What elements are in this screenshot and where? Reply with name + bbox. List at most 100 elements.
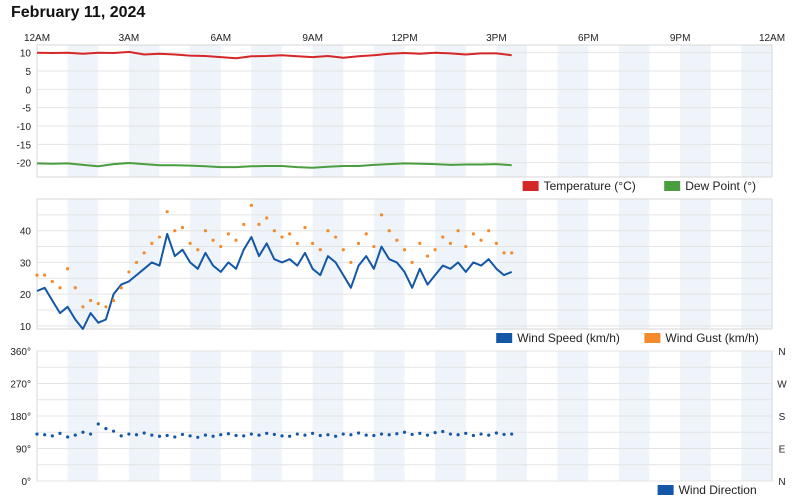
data-point <box>479 238 483 242</box>
series-line <box>36 162 512 169</box>
series-line <box>36 50 512 60</box>
y-tick-label: 180° <box>10 412 31 423</box>
time-axis-tick-label: 12AM <box>24 33 50 44</box>
data-point <box>402 430 407 434</box>
data-point <box>211 434 215 438</box>
data-point <box>35 432 39 436</box>
data-point <box>433 248 437 252</box>
data-point <box>379 432 384 436</box>
wind-speed-chart: 40 30 20 10 Wind Gust (km/h) Wind Speed (km/h… <box>20 198 773 345</box>
data-point <box>81 430 85 434</box>
hour-band <box>741 199 772 329</box>
data-point <box>180 432 185 437</box>
data-point <box>43 433 47 437</box>
data-point <box>441 429 445 434</box>
time-axis-tick-label: 9PM <box>670 33 691 44</box>
data-point <box>471 433 476 438</box>
data-point <box>43 273 47 277</box>
data-point <box>242 434 246 438</box>
data-point <box>303 433 307 437</box>
data-point <box>73 286 77 290</box>
data-point <box>50 279 54 284</box>
data-point <box>188 434 192 438</box>
data-point <box>387 433 391 437</box>
data-point <box>318 248 322 252</box>
data-point <box>448 432 453 436</box>
y-tick-label: 5 <box>25 67 31 78</box>
data-point <box>173 229 177 233</box>
y-tick-label: 10 <box>20 49 32 60</box>
legend-swatch <box>644 333 661 343</box>
data-point <box>265 431 269 435</box>
data-point <box>119 434 123 438</box>
data-point <box>150 241 154 245</box>
hour-band <box>312 199 344 329</box>
time-axis-tick-label: 6PM <box>578 33 599 44</box>
data-point <box>88 298 93 303</box>
data-point <box>96 422 100 426</box>
data-point <box>157 434 162 438</box>
data-point <box>88 432 93 436</box>
legend-label: Wind Speed (km/h) <box>517 331 620 345</box>
y-tick-label: -5 <box>22 104 31 115</box>
time-axis-tick-label: 6AM <box>210 33 231 44</box>
time-axis-tick-label: 3AM <box>119 33 140 44</box>
y-tick-label: 0° <box>21 477 31 488</box>
hour-band <box>312 45 344 177</box>
y-tick-label: 30 <box>20 258 32 269</box>
y-tick-label: 360° <box>10 347 31 358</box>
compass-tick-label: N <box>778 477 785 488</box>
data-point <box>456 433 460 437</box>
data-point <box>487 433 491 437</box>
hour-band <box>680 199 711 329</box>
hour-band <box>373 199 405 329</box>
data-point <box>341 248 345 252</box>
data-point <box>295 241 299 245</box>
legend-label: Wind Gust (km/h) <box>665 331 758 345</box>
hour-band <box>496 45 527 177</box>
plot-frame <box>36 198 773 330</box>
time-axis-tick-label: 12PM <box>391 33 417 44</box>
data-point <box>111 429 116 433</box>
data-point <box>134 260 139 265</box>
time-axis-tick-label: 9AM <box>302 33 323 44</box>
data-point <box>395 432 399 436</box>
data-point <box>257 433 261 437</box>
data-point <box>510 432 514 436</box>
legend-swatch <box>664 181 681 191</box>
hour-band <box>128 45 160 177</box>
legend-swatch <box>496 333 513 343</box>
compass-tick-label: S <box>779 412 786 423</box>
data-point <box>341 432 345 436</box>
data-point <box>127 432 131 436</box>
data-point <box>326 433 330 437</box>
data-point <box>288 434 292 438</box>
hour-band <box>67 45 99 177</box>
data-point <box>226 232 231 236</box>
data-point <box>311 431 315 435</box>
data-point <box>425 254 430 258</box>
hour-band <box>251 45 282 177</box>
data-point <box>425 433 430 437</box>
y-tick-label: 0 <box>25 85 31 96</box>
temperature-chart: 10 5 0 -5 -10 -15 -20 Dew Point (°) Temperature … <box>17 44 773 193</box>
data-point <box>242 222 246 226</box>
data-point <box>150 433 154 437</box>
data-point <box>203 229 208 233</box>
hour-band <box>557 45 589 177</box>
hour-band <box>373 45 405 177</box>
hour-band <box>741 45 772 177</box>
data-point <box>249 203 253 207</box>
data-point <box>402 248 407 252</box>
y-tick-label: 10 <box>20 322 32 333</box>
y-tick-label: 20 <box>20 290 32 301</box>
data-point <box>502 432 506 437</box>
data-point <box>372 244 376 249</box>
time-axis-top: 12AM 3AM 6AM 9AM 12PM 3PM 6PM 9PM 12AM <box>24 33 785 44</box>
data-point <box>311 241 315 245</box>
data-point <box>142 251 146 255</box>
data-point <box>356 431 361 435</box>
data-point <box>234 238 238 242</box>
data-point <box>249 432 253 436</box>
